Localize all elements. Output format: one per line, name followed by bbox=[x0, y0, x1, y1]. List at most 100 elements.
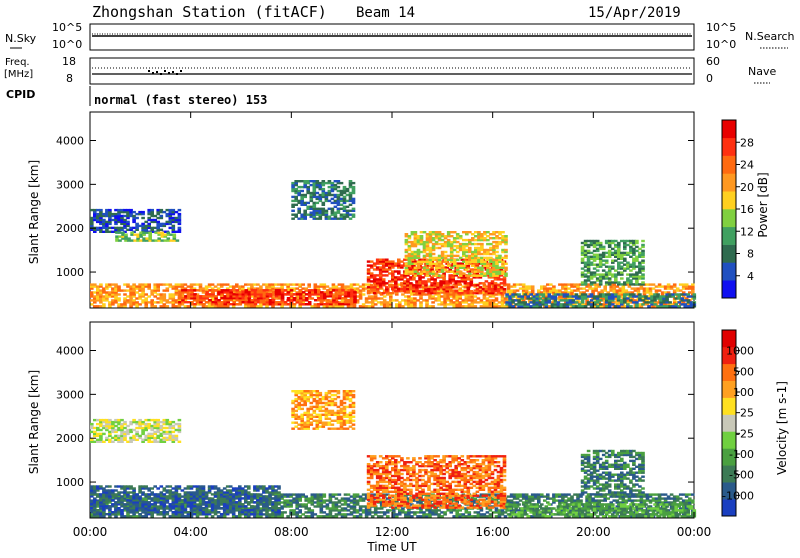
echo-cell bbox=[474, 239, 478, 241]
echo-cell bbox=[163, 293, 167, 295]
echo-cell bbox=[199, 283, 203, 285]
echo-cell bbox=[683, 299, 687, 301]
echo-cell bbox=[367, 286, 371, 288]
echo-cell bbox=[620, 277, 624, 279]
echo-cell bbox=[504, 249, 508, 251]
colorbar-swatch bbox=[722, 245, 736, 263]
echo-cell bbox=[292, 509, 296, 511]
echo-cell bbox=[602, 246, 606, 248]
y-tick-label: 4000 bbox=[56, 135, 84, 148]
echo-cell bbox=[292, 283, 296, 285]
echo-cell bbox=[397, 259, 401, 261]
colorbar-swatch bbox=[722, 262, 736, 280]
echo-cell bbox=[673, 283, 677, 285]
echo-cell bbox=[353, 515, 357, 517]
echo-cell bbox=[594, 283, 598, 285]
echo-cell bbox=[178, 213, 182, 215]
echo-cell bbox=[414, 271, 418, 273]
echo-cell bbox=[353, 291, 357, 293]
echo-cell bbox=[323, 303, 327, 305]
echo-cell bbox=[338, 499, 342, 501]
echo-cell bbox=[593, 264, 597, 266]
echo-cell bbox=[398, 509, 402, 511]
echo-cell bbox=[262, 283, 266, 285]
echo-cell bbox=[488, 282, 492, 284]
echo-cell bbox=[474, 243, 478, 245]
echo-cell bbox=[444, 241, 448, 243]
echo-cell bbox=[641, 240, 645, 242]
echo-cell bbox=[301, 283, 305, 285]
echo-cell bbox=[608, 277, 612, 279]
echo-cell bbox=[232, 289, 236, 291]
echo-cell bbox=[323, 493, 327, 495]
echo-cell bbox=[398, 301, 402, 303]
echo-cell bbox=[382, 274, 386, 276]
echo-cell bbox=[306, 186, 310, 188]
echo-cell bbox=[352, 208, 356, 210]
nsky-tick-bottom: 10^0 bbox=[52, 38, 82, 51]
echo-cell bbox=[187, 493, 191, 495]
echo-cell bbox=[311, 509, 315, 511]
colorbar-tick-label: 16 bbox=[740, 203, 754, 216]
colorbar-swatch bbox=[722, 138, 736, 156]
echo-cell bbox=[337, 208, 341, 210]
echo-cell bbox=[352, 214, 356, 216]
date-label: 15/Apr/2019 bbox=[588, 5, 681, 21]
echo-cell bbox=[156, 301, 160, 303]
echo-cell bbox=[459, 271, 463, 273]
echo-cell bbox=[232, 301, 236, 303]
echo-cell bbox=[489, 243, 493, 245]
freq-tick-bottom: 8 bbox=[66, 72, 73, 85]
echo-cell bbox=[291, 182, 295, 184]
echo-cell bbox=[691, 283, 695, 285]
echo-cell bbox=[150, 209, 154, 211]
echo-cell bbox=[308, 301, 312, 303]
echo-cell bbox=[414, 251, 418, 253]
echo-cell bbox=[187, 293, 191, 295]
echo-cell bbox=[603, 285, 607, 287]
echo-cell bbox=[444, 255, 448, 257]
echo-cell bbox=[196, 289, 200, 291]
echo-cell bbox=[635, 240, 639, 242]
echo-cell bbox=[248, 291, 252, 293]
echo-cell bbox=[263, 301, 267, 303]
echo-cell bbox=[337, 190, 341, 192]
echo-cell bbox=[211, 515, 215, 517]
nsky-tick-top: 10^5 bbox=[52, 21, 82, 34]
echo-cell bbox=[353, 493, 357, 495]
echo-cell bbox=[135, 217, 139, 219]
echo-cell bbox=[217, 299, 221, 301]
echo-cell bbox=[338, 283, 342, 285]
echo-cell bbox=[655, 289, 659, 291]
echo-cell bbox=[413, 511, 417, 513]
echo-cell bbox=[517, 293, 521, 295]
echo-cell bbox=[458, 287, 462, 289]
echo-cell bbox=[126, 229, 130, 231]
echo-cell bbox=[474, 247, 478, 249]
echo-cell bbox=[474, 299, 478, 301]
echo-cell bbox=[205, 515, 209, 517]
echo-cell bbox=[322, 208, 326, 210]
echo-cell bbox=[457, 292, 461, 294]
colorbar-swatch bbox=[722, 227, 736, 245]
echo-cell bbox=[489, 237, 493, 239]
echo-cell bbox=[429, 231, 433, 233]
echo-cell bbox=[668, 293, 672, 295]
echo-cell bbox=[337, 194, 341, 196]
echo-cell bbox=[96, 209, 100, 211]
echo-cell bbox=[172, 209, 176, 211]
echo-cell bbox=[414, 267, 418, 269]
echo-cell bbox=[187, 305, 191, 307]
echo-cell bbox=[141, 515, 145, 517]
echo-cell bbox=[429, 247, 433, 249]
echo-cell bbox=[641, 260, 645, 262]
echo-cell bbox=[217, 515, 221, 517]
echo-cell bbox=[413, 297, 417, 299]
echo-cell bbox=[368, 301, 372, 303]
echo-cell bbox=[593, 281, 597, 283]
echo-cell bbox=[444, 235, 448, 237]
cpid-label: CPID bbox=[6, 88, 35, 101]
echo-cell bbox=[532, 295, 536, 297]
echo-cell bbox=[563, 303, 567, 305]
